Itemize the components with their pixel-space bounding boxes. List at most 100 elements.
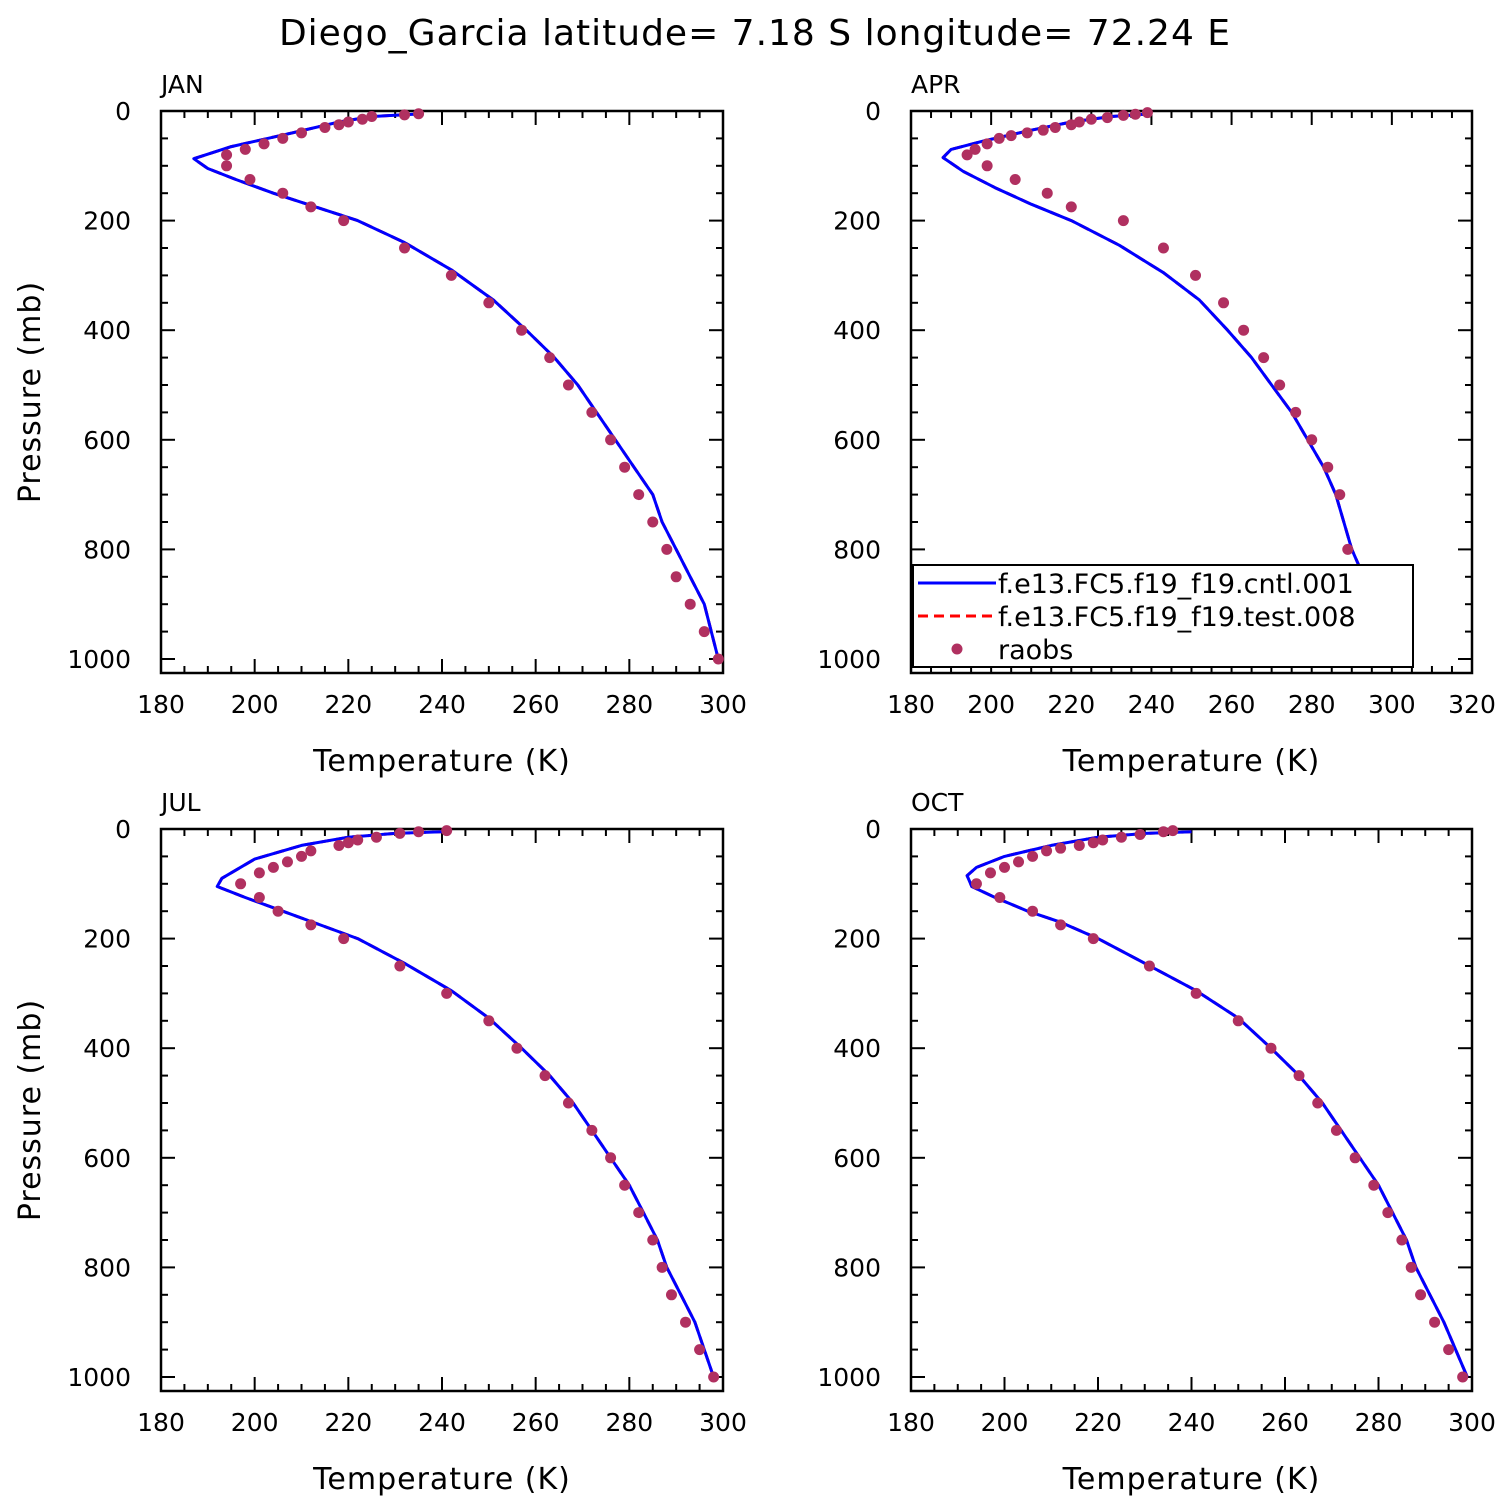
legend: f.e13.FC5.f19_f19.cntl.001 f.e13.FC5.f19… — [912, 564, 1414, 668]
jan-raobs-point — [399, 242, 411, 254]
jan-raobs-point — [399, 109, 411, 121]
apr-raobs-point — [1157, 242, 1169, 254]
jul-y-tick-label: 1000 — [67, 1363, 131, 1392]
apr-y-tick-label: 0 — [865, 97, 881, 126]
jul-x-tick-label: 180 — [137, 1408, 185, 1437]
jul-raobs-point — [605, 1152, 617, 1164]
apr-raobs-point — [1334, 489, 1346, 501]
jan-raobs-point — [670, 571, 682, 583]
jul-x-tick-label: 280 — [605, 1408, 653, 1437]
legend-label-raobs: raobs — [998, 635, 1073, 666]
jan-raobs-point — [239, 143, 251, 155]
apr-raobs-point — [961, 149, 973, 161]
apr-raobs-point — [1129, 108, 1141, 120]
oct-y-tick-label: 600 — [833, 1144, 881, 1173]
jul-y-tick-label: 600 — [83, 1144, 131, 1173]
oct-raobs-point — [1190, 987, 1202, 999]
apr-series-cntl-line — [941, 112, 1394, 660]
jan-raobs-point — [605, 434, 617, 446]
jan-raobs-point — [483, 297, 495, 309]
jan-raobs-point — [277, 187, 289, 199]
jul-raobs-point — [665, 1289, 677, 1301]
apr-y-tick-label: 400 — [833, 316, 881, 345]
jul-raobs-point — [708, 1371, 720, 1383]
apr-raobs-point — [1005, 130, 1017, 142]
jul-frame — [159, 827, 725, 1393]
apr-raobs-point — [1141, 107, 1153, 119]
apr-x-tick-label: 240 — [1128, 690, 1176, 719]
oct-raobs-point — [999, 861, 1010, 873]
jan-y-tick-label: 400 — [83, 316, 131, 345]
oct-raobs-point — [1293, 1070, 1305, 1082]
jul-raobs-point — [680, 1316, 692, 1328]
oct-raobs-point — [1073, 839, 1085, 851]
jan-y-tick-label: 0 — [115, 97, 131, 126]
apr-raobs-point — [969, 143, 981, 155]
apr-raobs-point — [1238, 324, 1250, 336]
jan-x-tick-label: 300 — [699, 690, 747, 719]
jul-raobs-point — [441, 825, 453, 837]
jul-y-axis-title: Pressure (mb) — [13, 999, 48, 1221]
jul-raobs-point — [370, 831, 382, 843]
apr-x-tick-label: 280 — [1288, 690, 1336, 719]
jul-raobs-point — [394, 827, 406, 839]
apr-raobs-point — [1342, 543, 1354, 555]
oct-x-tick-label: 300 — [1448, 1408, 1496, 1437]
jan-raobs-point — [277, 132, 289, 144]
jul-raobs-point — [338, 933, 350, 945]
apr-raobs-point — [1065, 201, 1077, 213]
apr-y-tick-label: 600 — [833, 426, 881, 455]
figure-title: Diego_Garcia latitude= 7.18 S longitude=… — [279, 13, 1231, 54]
oct-series-cntl-line — [965, 830, 1469, 1378]
jan-x-tick-label: 240 — [418, 690, 466, 719]
apr-x-tick-label: 180 — [887, 690, 935, 719]
oct-y-tick-label: 400 — [833, 1034, 881, 1063]
jul-raobs-point — [235, 878, 247, 890]
jan-x-axis-title: Temperature (K) — [312, 744, 571, 779]
jan-raobs-point — [633, 489, 645, 501]
panel-oct: OCT 180 200 220 240 260 280 300 0 200 400 600 800 100… — [817, 788, 1495, 1497]
jan-raobs-point — [258, 138, 270, 150]
jan-x-tick-label: 280 — [605, 690, 653, 719]
jan-raobs-point — [712, 653, 724, 665]
jul-y-tick-label: 400 — [83, 1034, 131, 1063]
apr-x-tick-label: 260 — [1208, 690, 1256, 719]
jan-raobs-point — [661, 543, 673, 555]
jan-raobs-point — [356, 113, 368, 125]
jul-raobs-point — [656, 1261, 668, 1273]
jul-raobs-point — [619, 1179, 631, 1191]
apr-raobs-point — [1049, 121, 1061, 133]
oct-raobs-point — [984, 867, 996, 879]
jan-raobs-point — [684, 598, 696, 610]
oct-y-tick-label: 200 — [833, 925, 881, 954]
jul-raobs-point — [305, 845, 317, 857]
oct-raobs-point — [1457, 1371, 1469, 1383]
jul-raobs-point — [562, 1097, 574, 1109]
oct-raobs-point — [1087, 837, 1099, 849]
jul-raobs-point — [539, 1070, 551, 1082]
oct-series-test-line — [965, 830, 1469, 1378]
jan-x-tick-label: 260 — [512, 690, 560, 719]
oct-raobs-point — [1330, 1124, 1342, 1136]
apr-x-tick-label: 320 — [1448, 690, 1496, 719]
jan-raobs-point — [221, 149, 233, 161]
oct-x-axis-title: Temperature (K) — [1062, 1462, 1321, 1497]
jul-y-tick-label: 800 — [83, 1253, 131, 1282]
legend-label-test: f.e13.FC5.f19_f19.test.008 — [998, 602, 1356, 633]
jul-y-tick-label: 0 — [115, 815, 131, 844]
jan-raobs-point — [296, 127, 307, 139]
jul-raobs-point — [352, 834, 364, 846]
oct-raobs-point — [1368, 1179, 1380, 1191]
apr-raobs-point — [1117, 109, 1129, 121]
oct-y-tick-label: 800 — [833, 1253, 881, 1282]
jul-x-tick-label: 240 — [418, 1408, 466, 1437]
apr-raobs-point — [1258, 352, 1270, 364]
apr-raobs-point — [1021, 127, 1033, 139]
oct-raobs-point — [1097, 834, 1109, 846]
jan-raobs-point — [319, 121, 331, 133]
jul-series-cntl-line — [215, 830, 716, 1378]
jan-x-tick-label: 180 — [137, 690, 185, 719]
oct-raobs-point — [1443, 1344, 1455, 1356]
apr-raobs-point — [1037, 124, 1049, 136]
